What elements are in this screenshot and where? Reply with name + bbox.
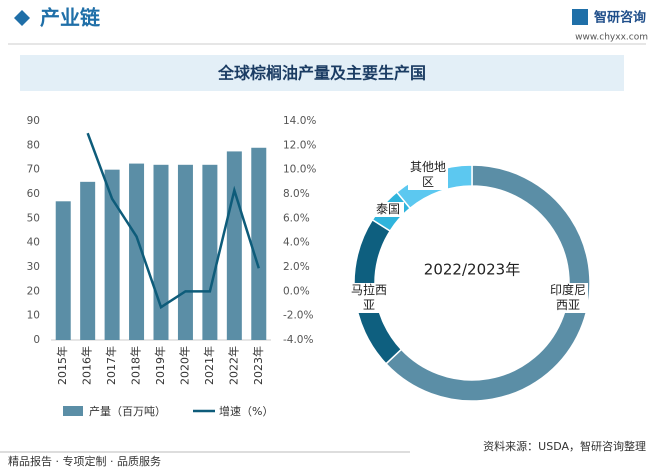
bar bbox=[55, 201, 71, 340]
y2-tick-label: 14.0% bbox=[283, 115, 316, 127]
x-tick-label: 2021年 bbox=[202, 346, 216, 385]
x-tick-label: 2020年 bbox=[177, 346, 191, 385]
y2-tick-label: 10.0% bbox=[283, 164, 316, 176]
y2-tick-label: 2.0% bbox=[283, 261, 310, 273]
slice-label: 泰国 bbox=[372, 202, 404, 217]
y2-tick-label: 0.0% bbox=[283, 285, 310, 297]
brand: 智研咨询 bbox=[594, 10, 646, 26]
legend-swatch bbox=[63, 406, 83, 416]
header-title: 产业链 bbox=[40, 6, 101, 30]
y2-tick-label: -4.0% bbox=[283, 334, 313, 346]
x-tick-label: 2018年 bbox=[129, 346, 143, 385]
x-tick-label: 2023年 bbox=[251, 346, 265, 385]
header-icon bbox=[14, 10, 30, 26]
center-label: 2022/2023年 bbox=[424, 261, 520, 279]
y-tick-label: 20 bbox=[27, 285, 40, 297]
logo-icon bbox=[572, 9, 588, 25]
y-tick-label: 10 bbox=[27, 310, 40, 322]
slice-label: 其他地区 bbox=[408, 160, 448, 190]
y2-tick-label: 12.0% bbox=[283, 139, 316, 151]
y-tick-label: 0 bbox=[33, 334, 40, 346]
x-tick-label: 2022年 bbox=[226, 346, 240, 385]
y-tick-label: 80 bbox=[27, 139, 40, 151]
slice-label: 印度尼西亚 bbox=[548, 283, 588, 313]
source: 资料来源：USDA，智研咨询整理 bbox=[483, 439, 646, 453]
bar bbox=[80, 181, 96, 340]
bar bbox=[129, 163, 145, 340]
y-tick-label: 40 bbox=[27, 237, 40, 249]
slice-label: 马拉西亚 bbox=[350, 283, 388, 313]
url: www.chyxx.com bbox=[575, 33, 648, 43]
y2-tick-label: 4.0% bbox=[283, 237, 310, 249]
bar bbox=[202, 164, 218, 340]
x-tick-label: 2019年 bbox=[153, 346, 167, 385]
x-tick-label: 2016年 bbox=[80, 346, 94, 385]
legend-label: 产量（百万吨） bbox=[89, 404, 166, 418]
line bbox=[86, 132, 260, 310]
banner-title: 全球棕榈油产量及主要生产国 bbox=[217, 64, 426, 83]
bar bbox=[251, 147, 267, 340]
y-tick-label: 60 bbox=[27, 188, 40, 200]
bar bbox=[153, 164, 169, 340]
y2-tick-label: 8.0% bbox=[283, 188, 310, 200]
legend-label: 增速（%） bbox=[219, 404, 273, 418]
y2-tick-label: 6.0% bbox=[283, 212, 310, 224]
footer-slogan: 精品报告 · 专项定制 · 品质服务 bbox=[8, 454, 161, 468]
y2-tick-label: -2.0% bbox=[283, 310, 313, 322]
x-tick-label: 2015年 bbox=[55, 346, 69, 385]
y-tick-label: 50 bbox=[27, 212, 40, 224]
y-tick-label: 30 bbox=[27, 261, 40, 273]
x-tick-label: 2017年 bbox=[104, 346, 118, 385]
banner-bg bbox=[20, 55, 624, 91]
y-tick-label: 70 bbox=[27, 164, 40, 176]
y-tick-label: 90 bbox=[27, 115, 40, 127]
bar bbox=[104, 169, 120, 340]
bar bbox=[177, 164, 193, 340]
bar bbox=[226, 151, 242, 340]
donut-slice bbox=[384, 164, 591, 402]
